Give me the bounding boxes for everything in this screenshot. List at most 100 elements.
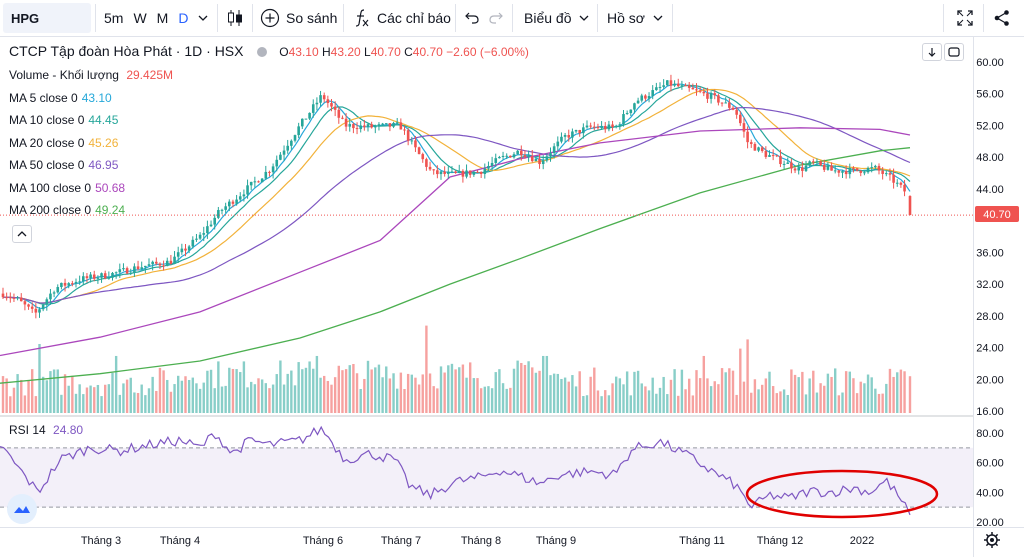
candle-body — [468, 170, 472, 175]
volume-bar — [388, 378, 392, 413]
rsi-legend[interactable]: RSI 14 24.80 — [9, 423, 84, 437]
volume-bar — [881, 393, 884, 413]
volume-bar — [567, 381, 570, 413]
candle-body — [406, 130, 410, 141]
volume-bar — [870, 377, 873, 413]
candle-body — [202, 233, 206, 235]
volume-bar — [184, 376, 187, 413]
candle-body — [384, 123, 388, 125]
fullscreen-button[interactable] — [956, 0, 974, 36]
candle-body — [501, 155, 505, 157]
symbol-search-box[interactable]: HPG — [3, 3, 91, 33]
candle-body — [395, 122, 399, 124]
candle-body — [472, 171, 476, 175]
candle-body — [702, 91, 706, 94]
top-toolbar: HPG 5m W M D So sánh Các chỉ báo Biểu đồ — [0, 0, 1024, 37]
ma200-legend[interactable]: MA 200 close 0 49.24 — [9, 203, 126, 217]
candlestick-icon — [228, 10, 242, 26]
volume-bar — [753, 379, 757, 413]
volume-bar — [366, 360, 370, 413]
volume-bar — [454, 369, 457, 413]
volume-bar — [498, 369, 501, 413]
candle-body — [673, 83, 676, 86]
candle-body — [812, 161, 815, 163]
interval-m[interactable]: M — [156, 10, 169, 26]
volume-bar — [129, 377, 132, 413]
volume-legend[interactable]: Volume - Khối lượng 29.425M — [9, 68, 174, 82]
time-axis[interactable]: Tháng 3 Tháng 4 Tháng 6 Tháng 7 Tháng 8 Tháng… — [81, 535, 874, 547]
scroll-down-button[interactable] — [922, 43, 942, 61]
ma10-legend[interactable]: MA 10 close 0 44.45 — [9, 113, 119, 127]
ma100-legend[interactable]: MA 100 close 0 50.68 — [9, 181, 126, 195]
candle-body — [9, 297, 12, 299]
fullscreen-icon — [957, 10, 973, 26]
volume-bar — [673, 369, 676, 413]
volume-bar — [239, 372, 242, 413]
ma20-legend[interactable]: MA 20 close 0 45.26 — [9, 136, 119, 150]
candle-body — [89, 274, 92, 279]
interval-d[interactable]: D — [178, 10, 189, 26]
volume-bar — [563, 377, 567, 413]
candle-body — [523, 155, 527, 157]
profile-dropdown[interactable]: Hồ sơ — [607, 0, 663, 36]
candle-body — [742, 123, 746, 132]
volume-bar — [505, 388, 508, 413]
volume-bar — [698, 378, 702, 413]
volume-bar — [636, 370, 640, 413]
volume-bar — [691, 395, 695, 413]
candle-body — [27, 304, 30, 307]
compare-button[interactable]: So sánh — [260, 0, 337, 36]
chart-type-dropdown[interactable]: Biểu đồ — [524, 0, 589, 36]
ma50-line — [3, 106, 911, 304]
candle-body — [443, 171, 446, 174]
share-button[interactable] — [993, 0, 1011, 36]
symbol-title: CTCP Tập đoàn Hòa Phát · 1D · HSX — [9, 43, 244, 59]
interval-w[interactable]: W — [133, 10, 147, 26]
ma50-legend[interactable]: MA 50 close 0 46.95 — [9, 158, 119, 172]
candle-body — [34, 308, 38, 313]
candle-body — [749, 142, 753, 144]
candle-body — [658, 86, 662, 88]
volume-bar — [253, 384, 257, 413]
volume-bar — [826, 373, 830, 413]
redo-button[interactable] — [488, 0, 504, 36]
ma5-legend[interactable]: MA 5 close 0 43.10 — [9, 91, 112, 105]
redo-icon — [489, 12, 503, 24]
volume-bar — [187, 379, 191, 413]
indicators-button[interactable]: Các chỉ báo — [354, 0, 451, 36]
volume-bar — [757, 389, 760, 413]
candle-type-button[interactable] — [227, 0, 243, 36]
price-tick-label: 36.00 — [976, 247, 1004, 259]
compare-label: So sánh — [286, 10, 338, 26]
volume-bar — [593, 367, 596, 413]
volume-bar — [16, 374, 19, 413]
undo-button[interactable] — [464, 0, 480, 36]
last-price-badge: 40.70 — [975, 206, 1019, 222]
candle-body — [655, 87, 658, 91]
volume-bar — [38, 344, 41, 413]
maximize-pane-button[interactable] — [944, 43, 964, 61]
candle-body — [684, 85, 687, 87]
interval-5m[interactable]: 5m — [104, 10, 124, 26]
volume-bar — [874, 388, 877, 413]
volume-bar — [848, 371, 851, 413]
candle-body — [571, 131, 574, 138]
volume-bar — [363, 378, 366, 413]
price-axis[interactable]: 60.00 56.00 52.00 48.00 44.00 36.00 32.00 28.00… — [976, 57, 1004, 418]
candle-body — [71, 283, 74, 285]
settings-gear-icon[interactable] — [984, 532, 1000, 548]
rsi-tick-label: 40.00 — [976, 487, 1004, 499]
chart-canvas[interactable]: 60.00 56.00 52.00 48.00 44.00 36.00 32.00 28.00… — [0, 37, 1024, 557]
tradingview-logo-button[interactable] — [7, 494, 37, 524]
rsi-tick-label: 80.00 — [976, 428, 1004, 440]
volume-bar — [556, 373, 559, 413]
interval-dropdown-chevron-icon[interactable] — [198, 13, 208, 23]
volume-bar — [268, 388, 271, 413]
volume-bar — [82, 394, 85, 413]
price-tick-label: 48.00 — [976, 152, 1004, 164]
last-price-badge-text: 40.70 — [983, 209, 1011, 221]
candle-body — [213, 217, 216, 225]
annotation-ellipse[interactable] — [745, 469, 939, 519]
rsi-axis[interactable]: 80.00 60.00 40.00 20.00 — [976, 428, 1004, 529]
collapse-legend-button[interactable] — [12, 225, 32, 243]
